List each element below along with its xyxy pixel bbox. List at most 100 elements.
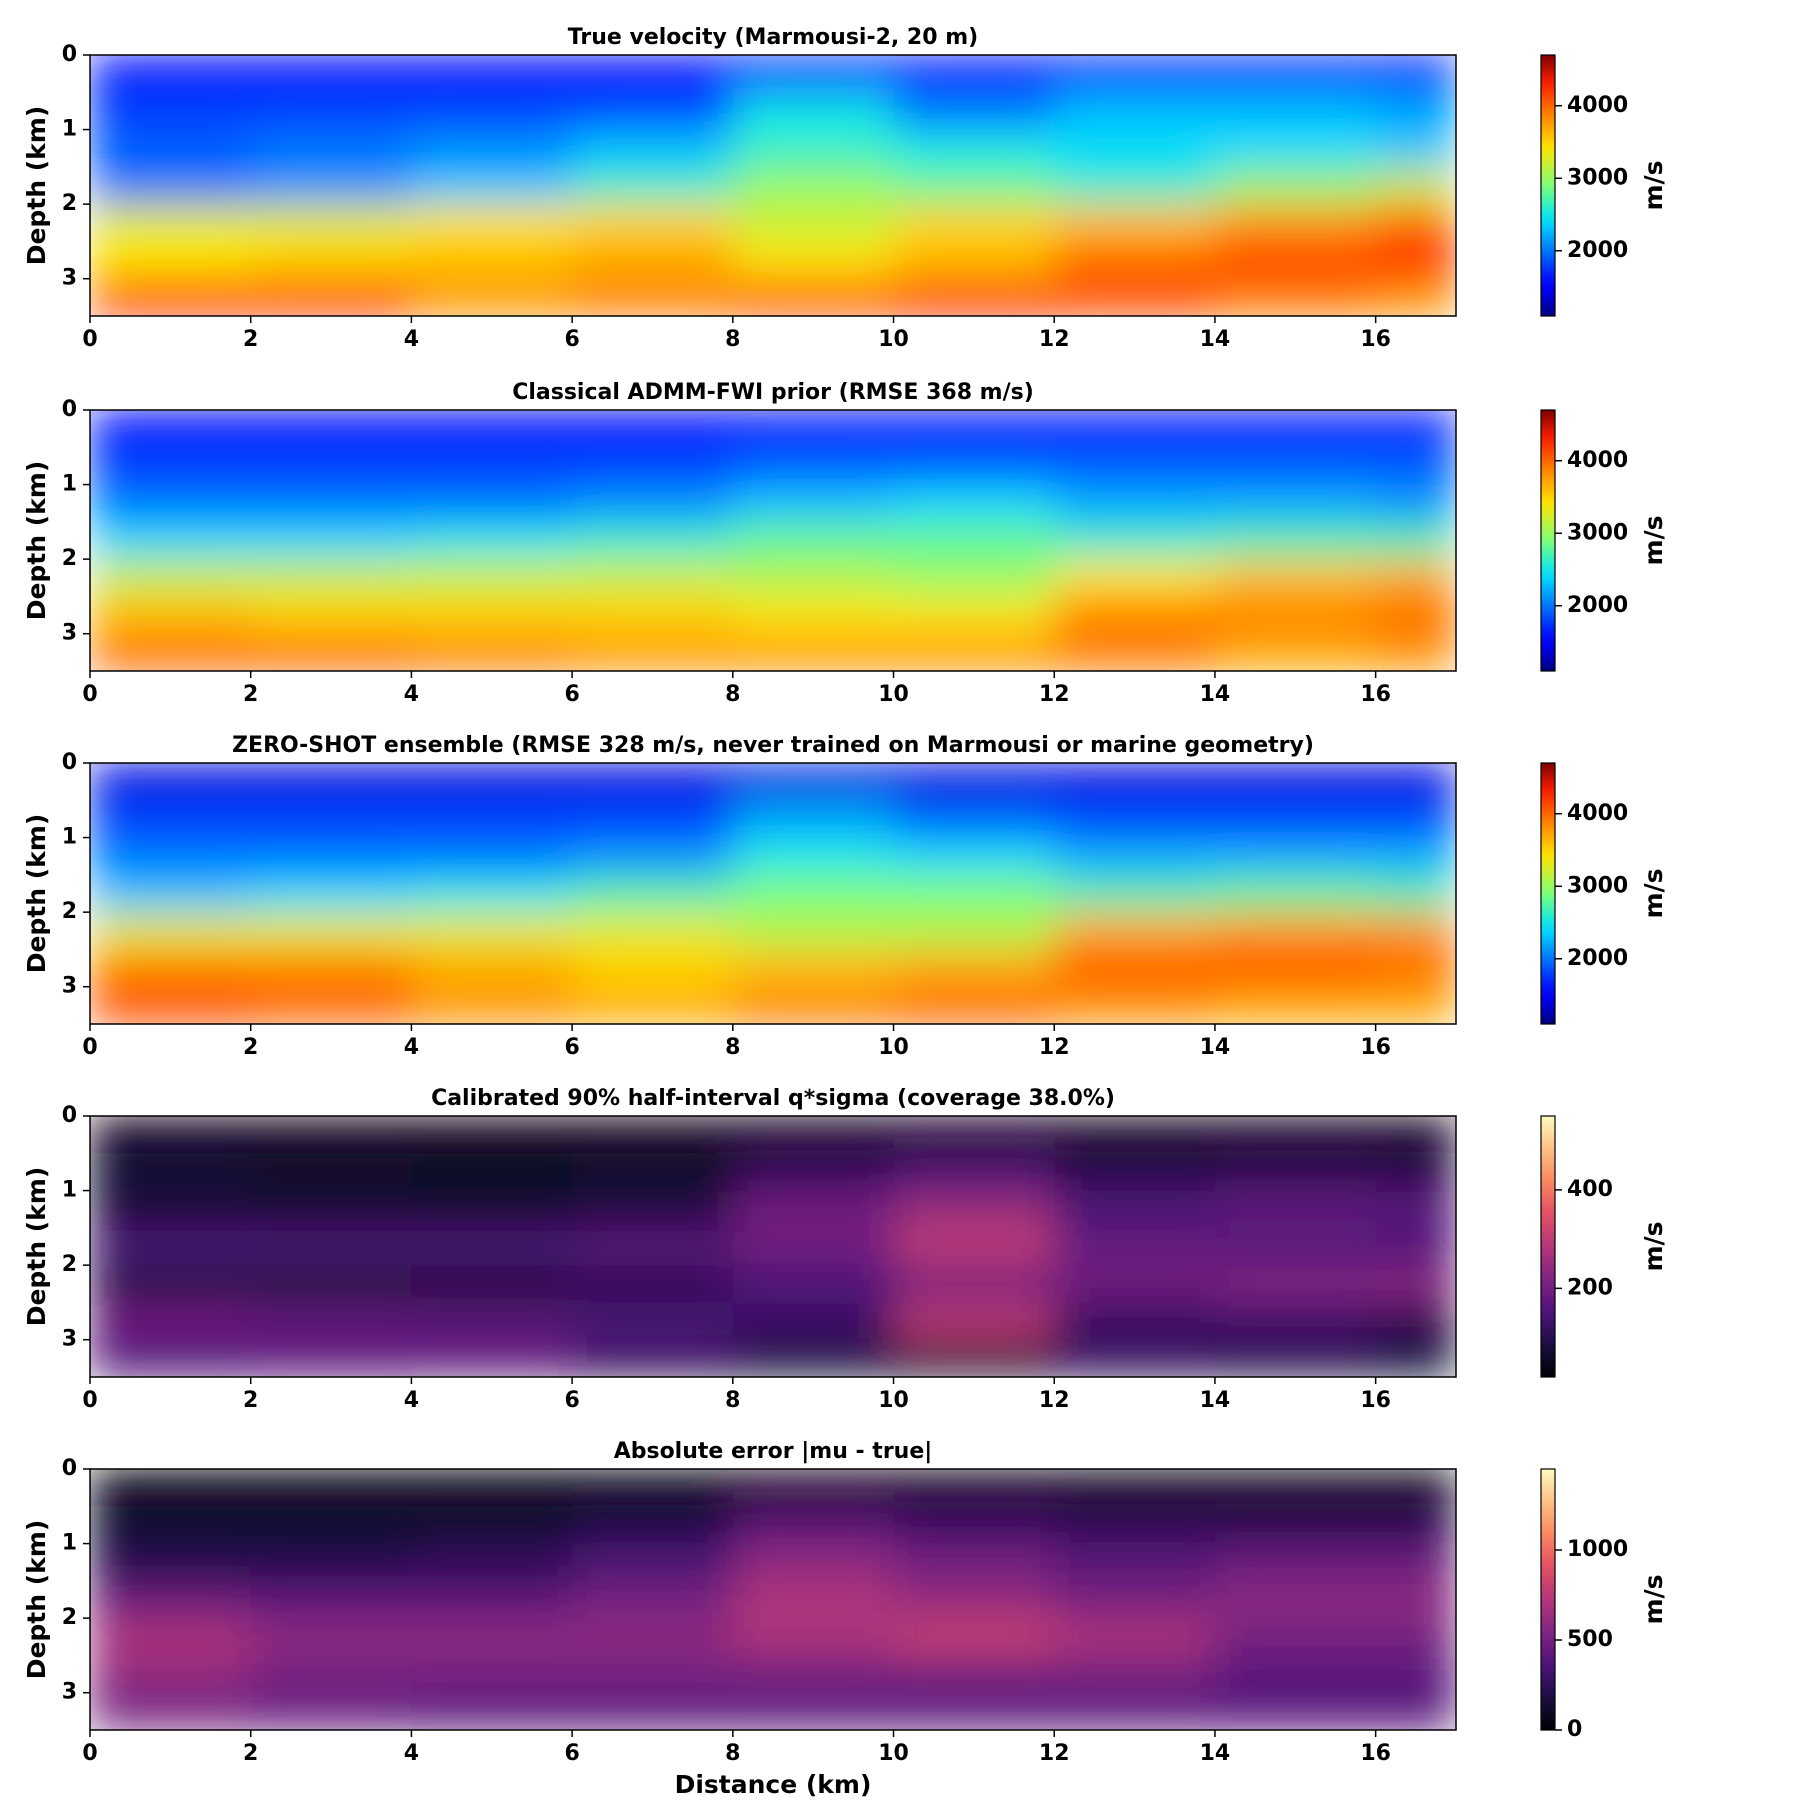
heatmap-cell — [893, 837, 1055, 876]
heatmap-cell — [893, 986, 1055, 1024]
heatmap-cell — [250, 874, 412, 913]
heatmap-cell — [1054, 92, 1216, 131]
heatmap-cell — [893, 1580, 1055, 1619]
heatmap-cell — [1214, 55, 1377, 93]
colorbar-label: m/s — [1639, 1574, 1668, 1624]
x-tick-label: 6 — [564, 1741, 579, 1766]
heatmap-cell — [732, 1506, 895, 1545]
heatmap-cell — [90, 1692, 252, 1730]
heatmap-cell — [1375, 874, 1456, 913]
heatmap-cell — [411, 633, 573, 671]
heatmap — [90, 410, 1456, 671]
heatmap-cell — [1375, 1339, 1456, 1377]
y-tick-label: 0 — [62, 397, 77, 422]
x-tick-label: 6 — [564, 1388, 579, 1413]
colorbar-tick-label: 4000 — [1567, 801, 1628, 826]
x-tick-label: 0 — [82, 327, 97, 352]
heatmap-cell — [572, 837, 734, 876]
heatmap-cell — [572, 1227, 734, 1266]
heatmap-cell — [90, 521, 252, 560]
heatmap-cell — [411, 1302, 573, 1341]
colorbar-tick-label: 500 — [1567, 1627, 1613, 1652]
heatmap-cell — [90, 1265, 252, 1303]
y-tick-label: 1 — [62, 472, 77, 497]
heatmap-cell — [1054, 596, 1216, 635]
heatmap-cell — [732, 1580, 895, 1619]
heatmap-cell — [893, 129, 1055, 168]
heatmap-cell — [1054, 1116, 1216, 1154]
heatmap-cell — [893, 559, 1055, 597]
heatmap-cell — [1214, 559, 1377, 597]
x-tick-label: 2 — [243, 1388, 258, 1413]
heatmap-cell — [1214, 912, 1377, 950]
x-tick-label: 2 — [243, 682, 258, 707]
axes-frame — [89, 409, 1457, 672]
y-tick-label: 1 — [62, 1531, 77, 1556]
heatmap-cell — [90, 1469, 252, 1507]
heatmap-cell — [250, 633, 412, 671]
heatmap-cell — [732, 633, 895, 671]
heatmap-cell — [1214, 1265, 1377, 1303]
y-tick-label: 3 — [62, 266, 77, 291]
y-tick-label: 2 — [62, 1605, 77, 1630]
heatmap-cell — [1054, 241, 1216, 280]
heatmap-cell — [572, 800, 734, 839]
heatmap-cell — [1214, 1116, 1377, 1154]
heatmap-cell — [250, 1339, 412, 1377]
x-tick-label: 14 — [1200, 682, 1231, 707]
panel-title: Absolute error |mu - true| — [614, 1439, 933, 1464]
colorbar — [1540, 409, 1556, 672]
y-tick-label: 0 — [62, 1103, 77, 1128]
x-tick-label: 0 — [82, 1388, 97, 1413]
heatmap-cell — [572, 1506, 734, 1545]
heatmap-cell — [90, 596, 252, 635]
heatmap-cell — [893, 1692, 1055, 1730]
heatmap-cell — [893, 1469, 1055, 1507]
axes-frame — [89, 1468, 1457, 1731]
heatmap-cell — [1375, 1302, 1456, 1341]
heatmap-cell — [1375, 447, 1456, 486]
heatmap-cell — [1375, 521, 1456, 560]
heatmap-cell — [250, 410, 412, 448]
x-tick-label: 10 — [878, 1035, 909, 1060]
heatmap-cell — [572, 1580, 734, 1619]
heatmap-cell — [1375, 633, 1456, 671]
heatmap-cell — [893, 1543, 1055, 1582]
colorbar-tick-label: 2000 — [1567, 238, 1628, 263]
x-tick-label: 10 — [878, 1741, 909, 1766]
heatmap-cell — [572, 1265, 734, 1303]
heatmap-cell — [411, 763, 573, 801]
panel-title: Classical ADMM-FWI prior (RMSE 368 m/s) — [512, 380, 1034, 405]
heatmap-cell — [572, 166, 734, 205]
heatmap-cell — [572, 241, 734, 280]
colorbar-tick-label: 4000 — [1567, 93, 1628, 118]
y-tick-label: 0 — [62, 1456, 77, 1481]
heatmap-cell — [411, 986, 573, 1024]
heatmap-cell — [1214, 1339, 1377, 1377]
heatmap-cell — [1375, 837, 1456, 876]
heatmap-cell — [90, 874, 252, 913]
heatmap-cell — [1375, 1655, 1456, 1694]
heatmap-cell — [411, 1190, 573, 1229]
x-tick-label: 16 — [1360, 1388, 1391, 1413]
heatmap-cell — [411, 1469, 573, 1507]
heatmap-cell — [572, 1116, 734, 1154]
heatmap-cell — [1054, 1655, 1216, 1694]
heatmap-cell — [411, 521, 573, 560]
heatmap-cell — [1375, 1227, 1456, 1266]
heatmap-cell — [893, 1265, 1055, 1303]
heatmap-cell — [732, 874, 895, 913]
x-tick-label: 12 — [1039, 1741, 1070, 1766]
heatmap-cell — [1054, 447, 1216, 486]
heatmap-cell — [1054, 837, 1216, 876]
heatmap-cell — [1054, 633, 1216, 671]
heatmap-cell — [732, 129, 895, 168]
colorbar — [1540, 1468, 1556, 1731]
heatmap-cell — [411, 837, 573, 876]
heatmap-cell — [893, 633, 1055, 671]
heatmap-cell — [572, 1618, 734, 1656]
heatmap-cell — [250, 55, 412, 93]
x-tick-label: 2 — [243, 327, 258, 352]
colorbar-tick-label: 2000 — [1567, 946, 1628, 971]
colorbar-label: m/s — [1639, 1221, 1668, 1271]
